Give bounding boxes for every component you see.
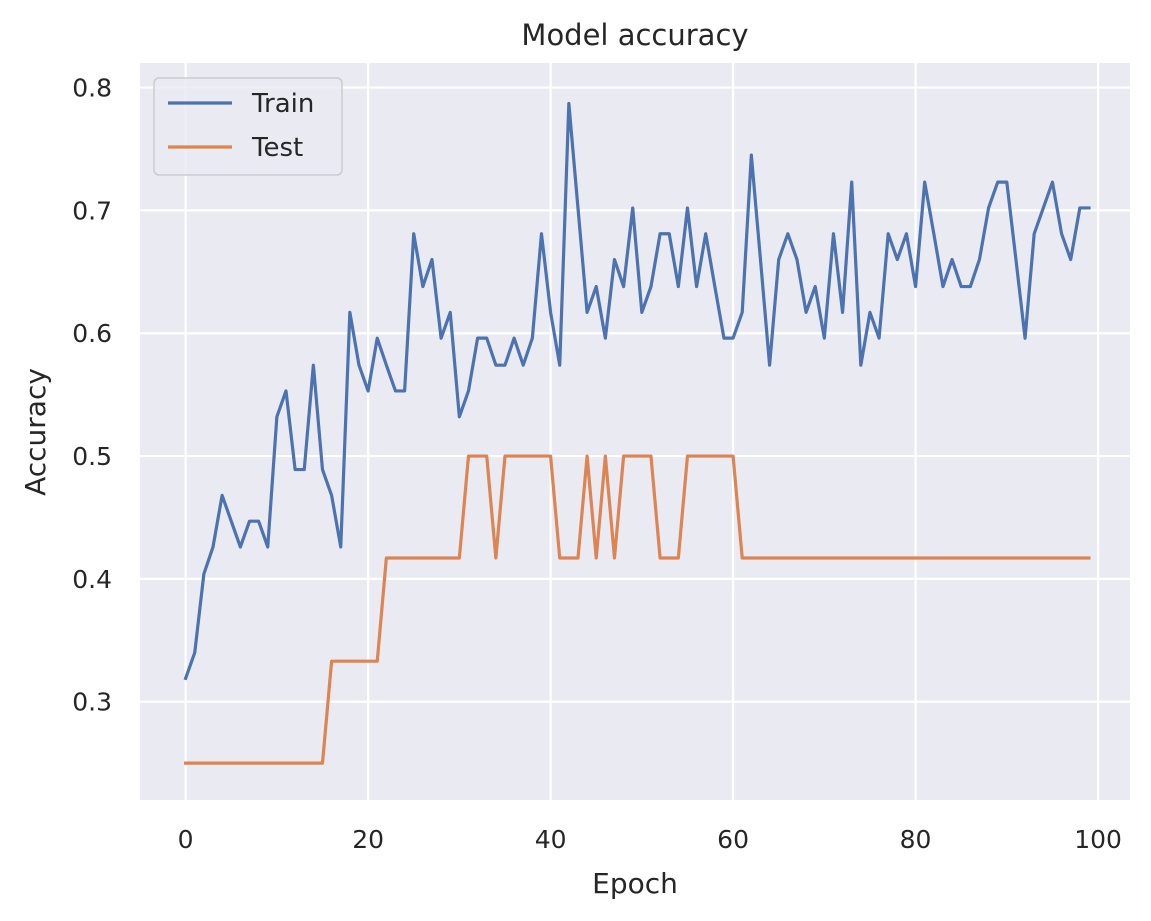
series-lines [183, 101, 1091, 765]
plot-area [140, 63, 1130, 800]
y-tick-label: 0.8 [72, 74, 112, 103]
y-tick-label: 0.4 [72, 565, 112, 594]
y-tick-label: 0.6 [72, 319, 112, 348]
x-tick-labels: 0 20 40 60 80 100 [178, 825, 1122, 854]
x-tick-label: 20 [352, 825, 384, 854]
legend-label-test: Test [251, 133, 303, 163]
x-tick-label: 60 [717, 825, 749, 854]
y-axis-label: Accuracy [19, 368, 52, 496]
y-tick-label: 0.5 [72, 442, 112, 471]
chart-title: Model accuracy [521, 18, 748, 52]
x-tick-label: 80 [900, 825, 932, 854]
x-axis-label: Epoch [592, 867, 678, 900]
y-tick-labels: 0.3 0.4 0.5 0.6 0.7 0.8 [72, 74, 112, 717]
x-tick-label: 40 [535, 825, 567, 854]
x-tick-label: 100 [1074, 825, 1122, 854]
legend: Train Test [153, 77, 343, 176]
legend-label-train: Train [251, 89, 314, 119]
x-tick-label: 0 [178, 825, 194, 854]
y-tick-label: 0.7 [72, 196, 112, 225]
series-line-train [183, 101, 1091, 681]
y-tick-label: 0.3 [72, 688, 112, 717]
series-line-test [184, 454, 1091, 765]
